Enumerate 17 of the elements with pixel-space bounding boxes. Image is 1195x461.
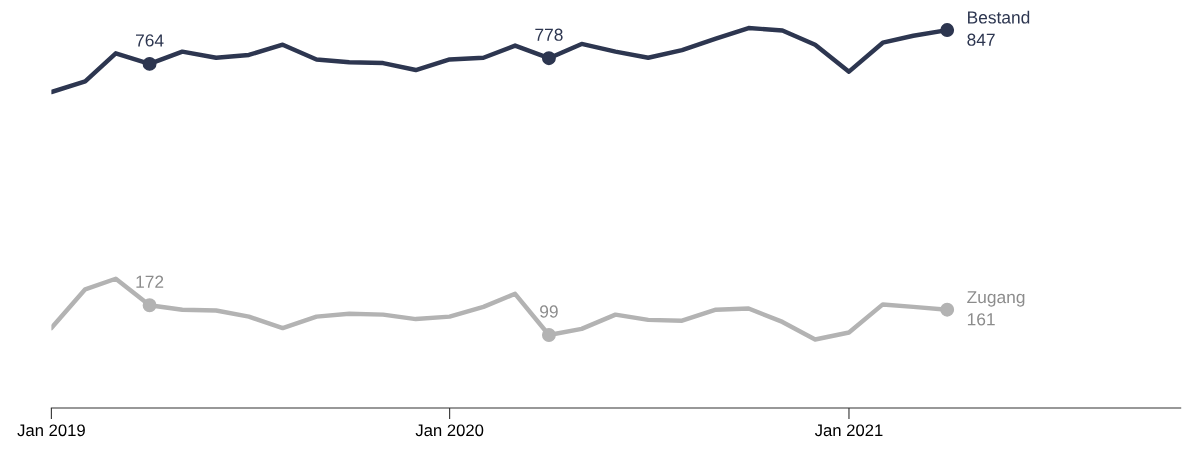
x-tick-label: Jan 2020 xyxy=(415,424,484,437)
data-label: 778 xyxy=(535,28,563,41)
point xyxy=(541,51,556,66)
series-label: Zugang xyxy=(967,291,1025,307)
data-label: 764 xyxy=(135,34,164,47)
data-label: 99 xyxy=(540,305,558,318)
data-label: 161 xyxy=(967,313,995,326)
data-label: 847 xyxy=(967,33,995,46)
point xyxy=(142,298,157,313)
point xyxy=(541,328,556,342)
series-label: Bestand xyxy=(968,10,1030,24)
x-tick-label: Jan 2019 xyxy=(17,424,85,437)
x-tick-label: Jan 2021 xyxy=(814,424,883,437)
point xyxy=(940,302,955,317)
point xyxy=(940,23,955,38)
data-label: 172 xyxy=(136,275,164,288)
point xyxy=(142,56,157,71)
